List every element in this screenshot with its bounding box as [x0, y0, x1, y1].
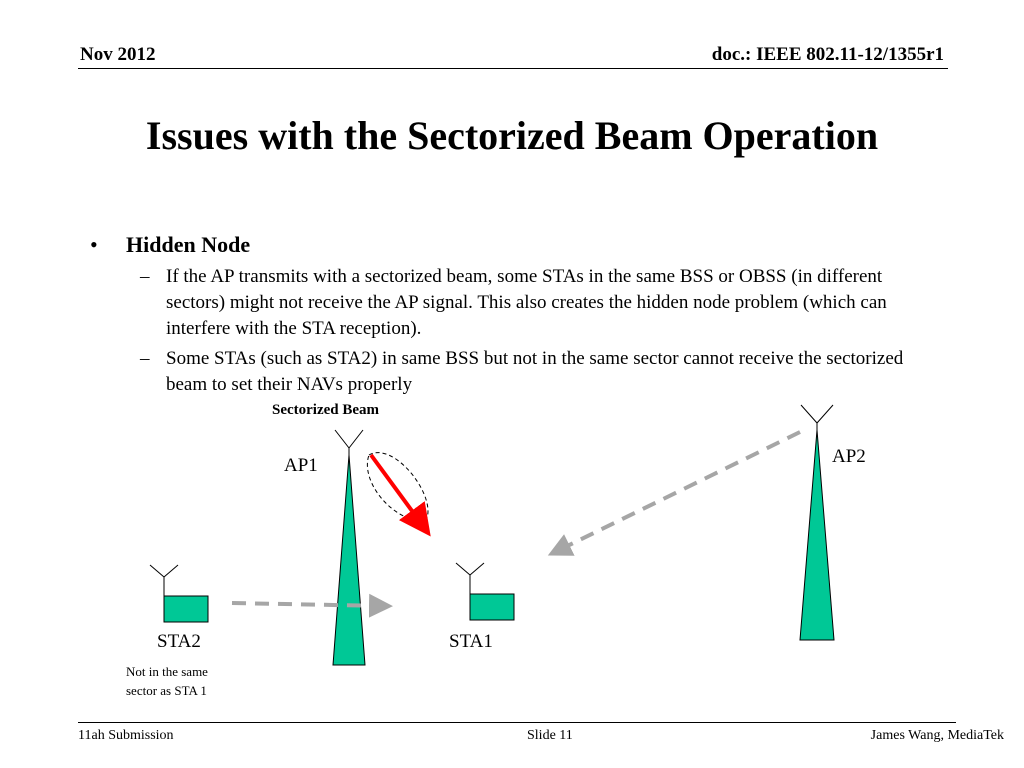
sta2-note: Not in the same sector as STA 1	[126, 662, 208, 700]
sta1-label: STA1	[449, 631, 493, 652]
bullet-hidden-node: • Hidden Node	[90, 232, 950, 258]
bullet-heading: Hidden Node	[126, 232, 251, 257]
footer-author: James Wang, MediaTek	[870, 728, 1004, 743]
ap2-tower	[799, 404, 835, 641]
sub-bullet-1: – If the AP transmits with a sectorized …	[90, 264, 936, 342]
header-doc-id: doc.: IEEE 802.11-12/1355r1	[711, 44, 944, 65]
footer-rule	[78, 722, 956, 723]
footer-slide-number: Slide 11	[527, 728, 573, 743]
slide-title: Issues with the Sectorized Beam Operatio…	[145, 113, 879, 158]
note-line-2: sector as STA 1	[126, 683, 207, 698]
note-line-1: Not in the same	[126, 664, 208, 679]
sub-bullet-dash: –	[140, 348, 150, 369]
sub-bullet-dash: –	[140, 266, 150, 287]
sub-bullet-text: If the AP transmits with a sectorized be…	[166, 266, 887, 339]
ap1-tower	[332, 429, 366, 666]
header-rule	[78, 68, 948, 69]
bullet-list: • Hidden Node – If the AP transmits with…	[90, 232, 950, 398]
sub-bullet-2: – Some STAs (such as STA2) in same BSS b…	[90, 346, 936, 398]
sub-bullet-text: Some STAs (such as STA2) in same BSS but…	[166, 348, 904, 395]
sta2-dashed-arrow	[231, 593, 393, 618]
header-date: Nov 2012	[80, 44, 156, 65]
ap2-label: AP2	[832, 446, 866, 467]
beam-arrow	[369, 453, 431, 537]
ap1-label: AP1	[284, 455, 318, 476]
footer-submission: 11ah Submission	[78, 728, 174, 743]
sta2-device	[149, 564, 209, 623]
sta2-label: STA2	[157, 631, 201, 652]
bullet-dot: •	[90, 232, 98, 257]
ap2-dashed-arrow	[547, 430, 801, 556]
sta1-device	[455, 562, 515, 621]
beam-label: Sectorized Beam	[272, 402, 380, 418]
